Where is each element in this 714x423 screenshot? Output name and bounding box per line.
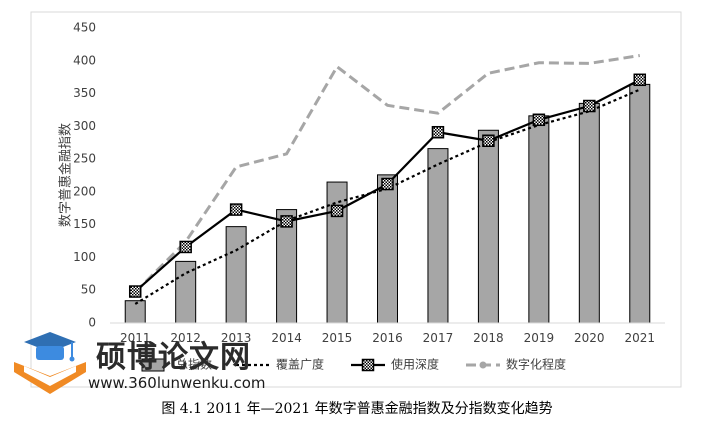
y-tick-label: 350	[73, 86, 96, 100]
legend-label: 覆盖广度	[276, 357, 324, 372]
y-tick-label: 450	[73, 21, 96, 35]
legend-coverage-breadth: 覆盖广度	[236, 357, 324, 372]
bar-total-index	[225, 226, 247, 324]
chart-border	[30, 11, 682, 388]
usage-depth-marker	[583, 99, 596, 113]
bar-total-index	[477, 129, 499, 324]
usage-depth-marker	[229, 203, 243, 216]
y-tick-label: 400	[73, 53, 96, 67]
y-tick-label: 50	[81, 283, 96, 297]
legend-total-index: 总指数	[141, 357, 212, 372]
y-axis-label: 数字普惠金融指数	[58, 123, 74, 227]
figure-caption: 图 4.1 2011 年—2021 年数字普惠金融指数及分指数变化趋势	[161, 401, 553, 417]
y-tick-label: 150	[73, 217, 96, 231]
usage-depth-marker	[330, 204, 344, 218]
legend-label: 使用深度	[391, 357, 439, 372]
x-tick-label: 2021	[624, 331, 655, 345]
x-tick-label: 2016	[372, 331, 403, 345]
legend: 总指数 覆盖广度 使用深度 数字化程度	[141, 357, 566, 372]
usage-depth-marker	[532, 113, 546, 127]
graduation-cap-logo-icon	[14, 332, 86, 394]
x-tick-label: 2014	[271, 331, 302, 345]
bar-total-index	[629, 83, 651, 324]
y-tick-label: 250	[73, 152, 96, 166]
usage-depth-marker	[633, 73, 647, 87]
usage-depth-marker	[280, 215, 293, 228]
bar-total-index	[578, 102, 600, 324]
legend-swatch	[141, 358, 165, 372]
x-tick-label: 2018	[473, 331, 504, 345]
y-axis-ticks: 0 50 100 150 200 250 300 350 400 450	[73, 21, 96, 330]
y-tick-label: 200	[73, 184, 96, 198]
legend-usage-depth: 使用深度	[351, 357, 439, 372]
line-digitization-level	[134, 54, 641, 294]
legend-label: 数字化程度	[506, 357, 566, 372]
x-tick-label: 2015	[322, 331, 353, 345]
usage-depth-marker	[128, 285, 142, 298]
y-tick-label: 0	[88, 316, 96, 330]
bar-series	[124, 83, 651, 324]
usage-depth-marker	[381, 177, 394, 191]
bar-total-index	[377, 174, 398, 324]
y-tick-label: 300	[73, 119, 96, 133]
x-axis-ticks: 2011 2012 2013 2014 2015 2016 2017 2018 2019 2020…	[120, 331, 655, 345]
bar-total-index	[326, 181, 348, 324]
bar-total-index	[528, 115, 550, 324]
chart-svg: 数字普惠金融指数 0 50 100 150 200 250 300 350 400 450 201…	[30, 11, 682, 388]
usage-depth-marker	[179, 240, 192, 254]
legend-label: 总指数	[176, 357, 212, 372]
y-tick-label: 100	[73, 250, 96, 264]
x-tick-label: 2017	[423, 331, 454, 345]
legend-marker	[479, 361, 487, 369]
x-tick-label: 2020	[574, 331, 605, 345]
x-tick-label: 2011	[120, 331, 151, 345]
watermark: 硕博论文网 www.360lunwenku.com	[10, 330, 280, 400]
x-tick-label: 2019	[524, 331, 555, 345]
legend-digitization-level: 数字化程度	[466, 357, 566, 372]
usage-depth-marker	[482, 134, 495, 148]
bar-total-index	[427, 148, 449, 324]
line-series	[128, 54, 647, 305]
x-tick-label: 2013	[221, 331, 252, 345]
legend-marker	[361, 358, 375, 372]
watermark-title: 硕博论文网	[96, 340, 251, 375]
bar-total-index	[124, 300, 146, 324]
watermark-url: www.360lunwenku.com	[88, 374, 266, 392]
chart-frame: 数字普惠金融指数 0 50 100 150 200 250 300 350 400 450 201…	[30, 11, 682, 388]
usage-depth-marker	[431, 125, 445, 139]
x-tick-label: 2012	[170, 331, 201, 345]
